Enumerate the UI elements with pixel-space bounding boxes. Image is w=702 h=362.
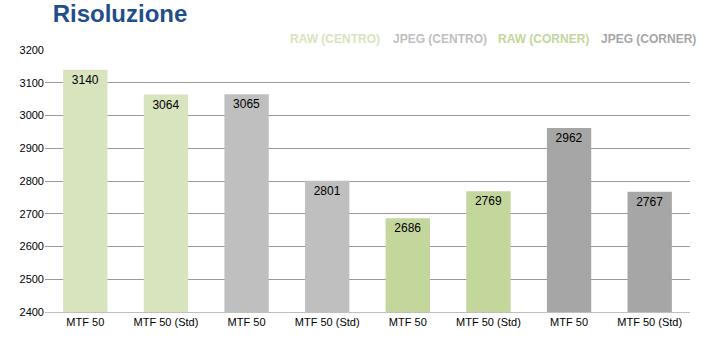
svg-text:2767: 2767 <box>636 195 663 209</box>
svg-text:MTF 50: MTF 50 <box>389 316 427 328</box>
svg-text:JPEG (CENTRO): JPEG (CENTRO) <box>393 32 487 46</box>
svg-text:MTF 50: MTF 50 <box>550 316 588 328</box>
svg-text:3064: 3064 <box>152 98 179 112</box>
svg-text:2800: 2800 <box>20 175 44 187</box>
svg-text:2801: 2801 <box>314 184 341 198</box>
svg-text:3200: 3200 <box>20 44 44 56</box>
svg-text:2686: 2686 <box>394 221 421 235</box>
svg-text:2500: 2500 <box>20 273 44 285</box>
svg-text:RAW (CORNER): RAW (CORNER) <box>498 32 589 46</box>
svg-text:MTF 50 (Std): MTF 50 (Std) <box>456 316 521 328</box>
svg-text:3065: 3065 <box>233 97 260 111</box>
svg-text:2700: 2700 <box>20 208 44 220</box>
svg-text:MTF 50 (Std): MTF 50 (Std) <box>295 316 360 328</box>
svg-text:2400: 2400 <box>20 306 44 318</box>
svg-text:MTF 50 (Std): MTF 50 (Std) <box>617 316 682 328</box>
svg-text:3000: 3000 <box>20 109 44 121</box>
svg-text:2900: 2900 <box>20 142 44 154</box>
svg-text:JPEG (CORNER): JPEG (CORNER) <box>601 32 696 46</box>
svg-text:3140: 3140 <box>72 73 99 87</box>
svg-text:RAW (CENTRO): RAW (CENTRO) <box>290 32 380 46</box>
svg-text:3100: 3100 <box>20 77 44 89</box>
svg-text:2769: 2769 <box>475 194 502 208</box>
svg-text:Risoluzione: Risoluzione <box>53 0 188 27</box>
svg-text:MTF 50 (Std): MTF 50 (Std) <box>134 316 199 328</box>
svg-text:2600: 2600 <box>20 240 44 252</box>
svg-text:MTF 50: MTF 50 <box>228 316 266 328</box>
svg-text:MTF 50: MTF 50 <box>66 316 104 328</box>
svg-text:2962: 2962 <box>556 131 583 145</box>
